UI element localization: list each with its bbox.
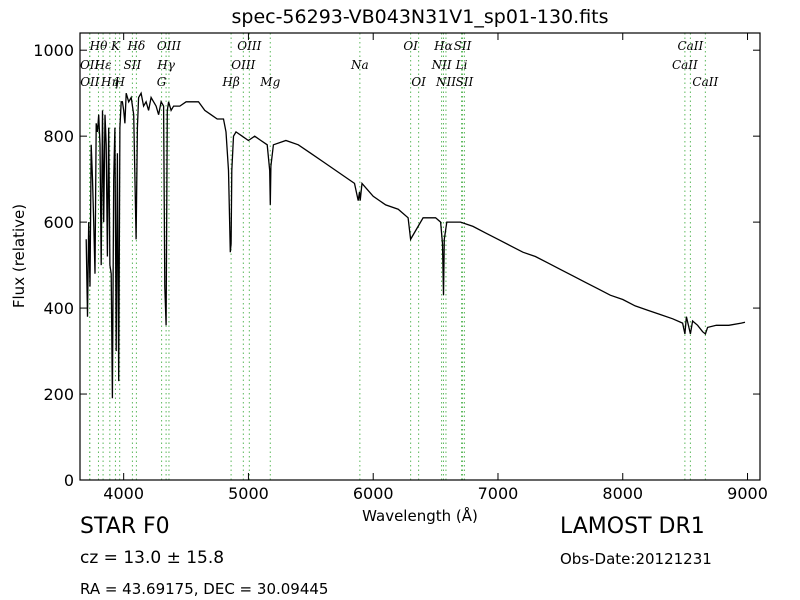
y-tick-label-3: 600 bbox=[43, 213, 74, 232]
plot-frame bbox=[79, 32, 761, 481]
survey-name: LAMOST DR1 bbox=[560, 514, 705, 539]
y-tick-label-0: 0 bbox=[64, 471, 74, 490]
line-label-18: OII bbox=[80, 75, 100, 89]
y-tick-label-4: 800 bbox=[43, 127, 74, 146]
x-tick-label-4: 8000 bbox=[602, 484, 643, 503]
y-axis-label: Flux (relative) bbox=[10, 204, 28, 308]
line-label-26: SII bbox=[456, 75, 474, 89]
y-tick-label-1: 200 bbox=[43, 385, 74, 404]
x-tick-label-0: 4000 bbox=[103, 484, 144, 503]
line-label-2: Hδ bbox=[127, 39, 146, 53]
line-label-6: Hα bbox=[433, 39, 453, 53]
y-tick-label-2: 400 bbox=[43, 299, 74, 318]
y-tick-label-5: 1000 bbox=[33, 41, 74, 60]
line-label-24: OI bbox=[411, 75, 426, 89]
line-label-1: K bbox=[110, 39, 121, 53]
line-label-15: NII bbox=[431, 58, 452, 72]
line-label-8: CaII bbox=[677, 39, 703, 53]
line-label-11: SII bbox=[124, 58, 142, 72]
axis-ticks: 4000 5000 6000 7000 8000 9000 0 200 400 600 800 100… bbox=[33, 33, 768, 503]
line-label-7: SII bbox=[454, 39, 472, 53]
spectrum-series-line bbox=[85, 91, 746, 399]
x-axis-label: Wavelength (Å) bbox=[362, 506, 478, 525]
line-label-21: G bbox=[157, 75, 167, 89]
line-markers bbox=[89, 33, 706, 480]
line-label-9: OII bbox=[80, 58, 100, 72]
line-label-12: Hγ bbox=[156, 58, 175, 72]
spectral-class: STAR F0 bbox=[80, 514, 170, 539]
coordinates-readout: RA = 43.69175, DEC = 30.09445 bbox=[80, 580, 329, 598]
line-label-27: CaII bbox=[692, 75, 718, 89]
x-tick-label-2: 6000 bbox=[353, 484, 394, 503]
redshift-readout: cz = 13.0 ± 15.8 bbox=[80, 548, 225, 568]
line-label-22: Hβ bbox=[221, 75, 239, 89]
line-label-17: CaII bbox=[672, 58, 698, 72]
line-label-16: Li bbox=[455, 58, 468, 72]
line-label-0: Hθ bbox=[89, 39, 108, 53]
observation-date: Obs-Date:20121231 bbox=[560, 550, 712, 568]
line-label-13: OIII bbox=[231, 58, 255, 72]
line-label-25: NII bbox=[435, 75, 456, 89]
x-tick-label-3: 7000 bbox=[478, 484, 519, 503]
line-label-4: OIII bbox=[237, 39, 261, 53]
line-label-5: OI bbox=[403, 39, 418, 53]
line-label-14: Na bbox=[350, 58, 369, 72]
line-label-3: OIII bbox=[157, 39, 181, 53]
line-label-10: Hε bbox=[94, 58, 112, 72]
x-tick-label-5: 9000 bbox=[727, 484, 768, 503]
chart-title: spec-56293-VB043N31V1_sp01-130.fits bbox=[231, 6, 608, 28]
line-label-23: Mg bbox=[259, 75, 280, 89]
line-label-20: H bbox=[113, 75, 125, 89]
line-label-19: Hη bbox=[100, 75, 119, 89]
x-tick-label-1: 5000 bbox=[228, 484, 269, 503]
